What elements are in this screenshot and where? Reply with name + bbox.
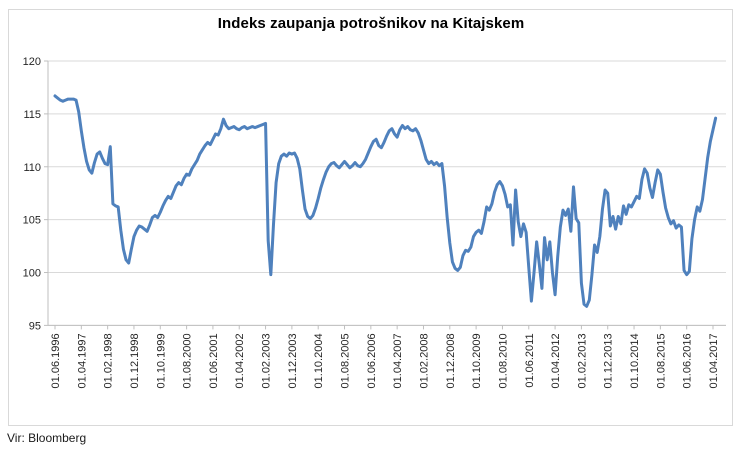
x-axis-label-18: 01.06.2011	[524, 333, 536, 387]
y-axis-label-95: 95	[29, 320, 41, 332]
series-line	[53, 94, 718, 308]
y-axis-label-120: 120	[23, 56, 41, 68]
x-axis-label-23: 01.08.2015	[655, 333, 667, 388]
y-axis-label-110: 110	[23, 162, 41, 174]
x-axis-label-11: 01.08.2005	[340, 333, 352, 388]
x-axis-label-8: 01.02.2003	[261, 333, 273, 388]
y-axis-label-105: 105	[23, 215, 41, 227]
chart-title: Indeks zaupanja potrošnikov na Kitajskem	[217, 15, 525, 32]
x-axis-label-3: 01.12.1998	[129, 333, 141, 388]
x-axis-label-15: 01.12.2008	[445, 333, 457, 388]
x-axis-label-7: 01.04.2002	[234, 333, 246, 388]
x-axis-label-20: 01.02.2013	[576, 333, 588, 388]
y-axis-label-115: 115	[23, 109, 41, 121]
x-axis-label-25: 01.04.2017	[708, 333, 720, 388]
source-label: Vir: Bloomberg	[7, 431, 87, 445]
x-axis-label-4: 01.10.1999	[155, 333, 167, 388]
x-axis-label-5: 01.08.2000	[182, 333, 194, 388]
x-axis-label-22: 01.10.2014	[629, 333, 641, 388]
x-axis-label-24: 01.06.2016	[682, 333, 694, 388]
x-axis-label-10: 01.10.2004	[313, 333, 325, 388]
x-axis-label-16: 01.10.2009	[471, 333, 483, 388]
y-axis-label-100: 100	[23, 268, 41, 280]
x-axis-label-0: 01.06.1996	[50, 333, 62, 388]
x-axis-label-2: 01.02.1998	[103, 333, 115, 388]
x-axis-label-13: 01.04.2007	[392, 333, 404, 388]
x-axis-label-12: 01.06.2006	[366, 333, 378, 388]
x-axis-label-19: 01.04.2012	[550, 333, 562, 388]
x-axis-label-21: 01.12.2013	[603, 333, 615, 388]
x-axis-label-1: 01.04.1997	[76, 333, 88, 388]
x-axis-label-9: 01.12.2003	[287, 333, 299, 388]
x-axis-label-14: 01.02.2008	[418, 333, 430, 388]
x-axis-label-6: 01.06.2001	[208, 333, 220, 388]
x-axis-label-17: 01.08.2010	[497, 333, 509, 388]
